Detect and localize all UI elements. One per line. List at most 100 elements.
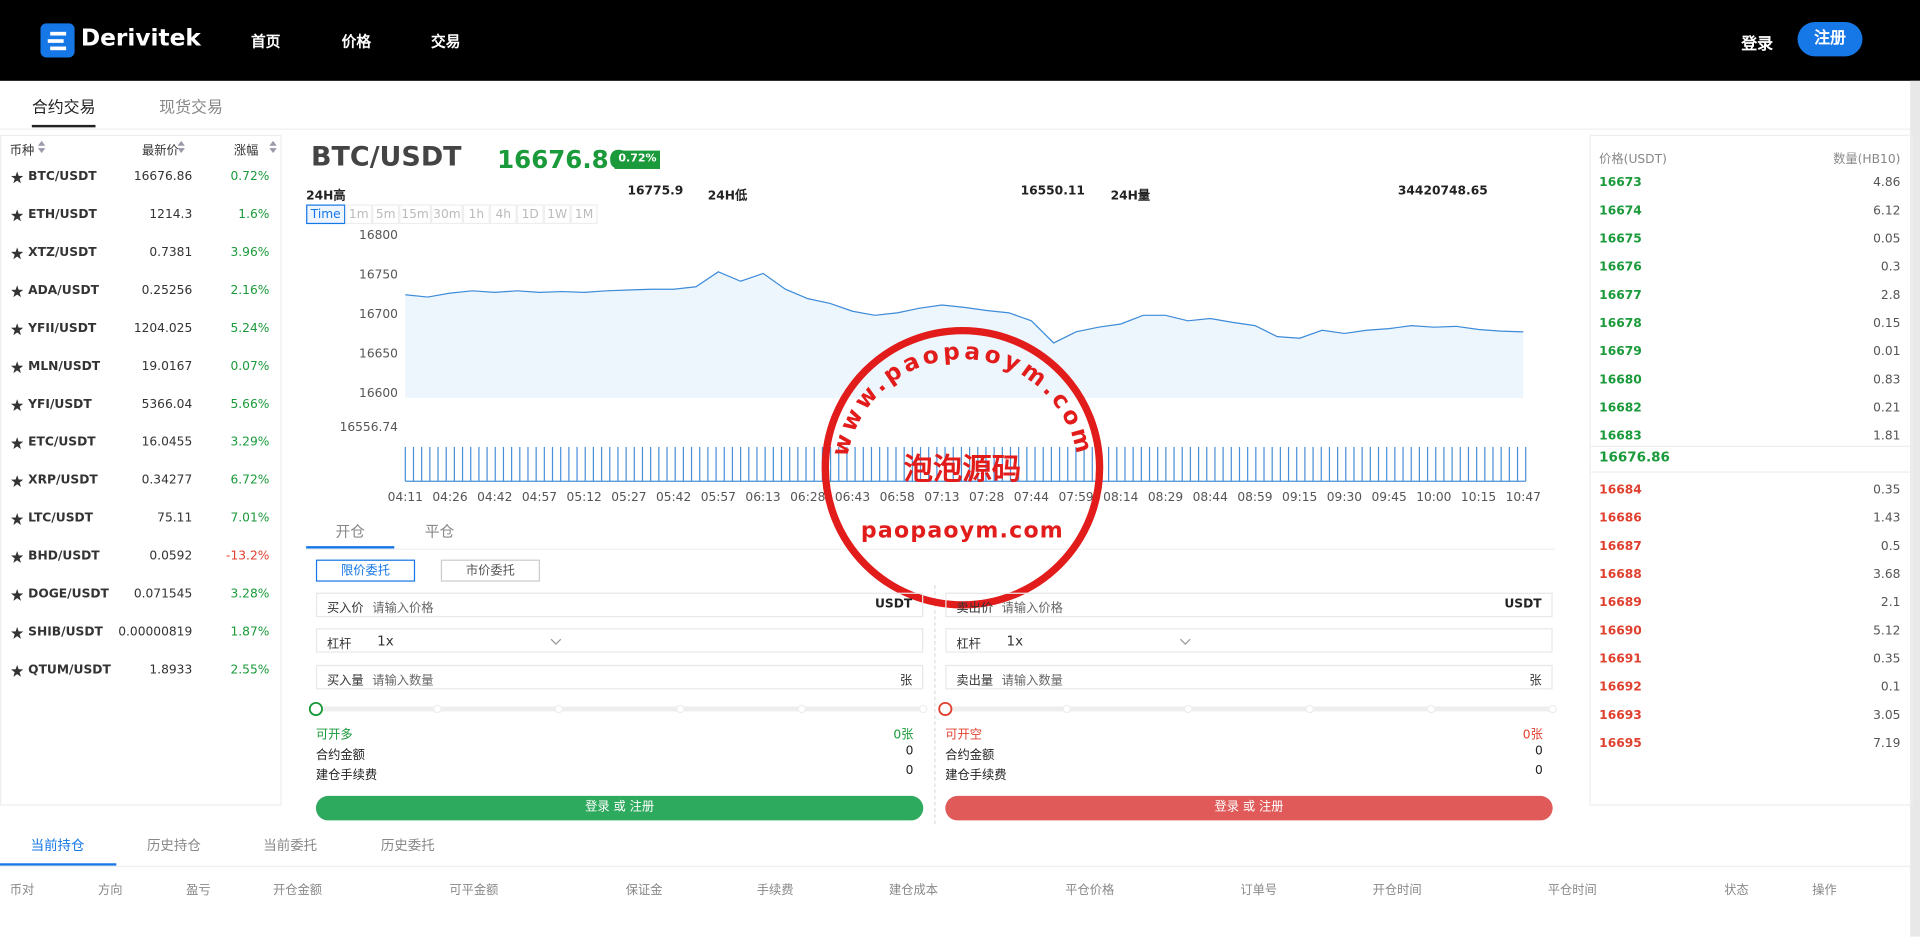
stat-value: 34420748.65 xyxy=(1397,184,1488,199)
bid-quantity: 2.8 xyxy=(1880,288,1901,303)
y-tick-label: 16700 xyxy=(359,307,398,321)
pair-name[interactable]: ADA/USDT xyxy=(28,284,100,298)
form-tab[interactable]: 平仓 xyxy=(424,522,455,541)
contract-value: 0 xyxy=(905,744,914,758)
form-tab[interactable]: 开仓 xyxy=(335,522,365,541)
star-icon xyxy=(11,285,24,298)
slider-dot xyxy=(676,704,685,714)
pair-price: 1214.3 xyxy=(149,208,193,222)
column-header[interactable]: 最新价 xyxy=(142,144,179,158)
x-tick-label: 09:15 xyxy=(1282,490,1317,504)
login-link[interactable]: 登录 xyxy=(1741,35,1774,54)
y-tick-label: 16600 xyxy=(359,386,398,400)
register-button[interactable]: 注册 xyxy=(1797,22,1863,57)
interval-button[interactable]: 5m xyxy=(372,204,400,225)
sort-icon xyxy=(269,140,277,154)
bid-price: 16680 xyxy=(1599,373,1642,387)
interval-button[interactable]: 1h xyxy=(462,204,490,225)
slider-dot xyxy=(1062,704,1072,714)
interval-button[interactable]: 30m xyxy=(431,204,463,225)
x-tick-label: 08:14 xyxy=(1103,490,1138,504)
pair-name[interactable]: BTC/USDT xyxy=(28,170,97,184)
positions-tab[interactable]: 当前持仓 xyxy=(30,837,85,854)
available-value: 0张 xyxy=(1522,728,1543,743)
available-value: 0张 xyxy=(893,728,914,743)
nav-link[interactable]: 首页 xyxy=(251,33,281,51)
ask-quantity: 7.19 xyxy=(1873,737,1901,751)
submit-button[interactable]: 登录 或 注册 xyxy=(315,795,924,821)
x-tick-label: 07:44 xyxy=(1014,490,1049,504)
slider-dot xyxy=(1183,704,1193,714)
sort-arrows xyxy=(269,140,277,154)
positions-tab[interactable]: 历史持仓 xyxy=(146,837,201,854)
pair-name[interactable]: XRP/USDT xyxy=(28,473,98,488)
interval-button[interactable]: 15m xyxy=(399,204,432,225)
ask-price: 16687 xyxy=(1599,540,1642,554)
pair-name[interactable]: SHIB/USDT xyxy=(28,625,103,640)
bid-price: 16677 xyxy=(1599,288,1642,303)
pair-name[interactable]: BHD/USDT xyxy=(28,549,100,564)
submit-button[interactable]: 登录 或 注册 xyxy=(945,795,1553,821)
input-box[interactable] xyxy=(315,628,924,653)
pair-name[interactable]: YFII/USDT xyxy=(28,322,97,336)
divider xyxy=(1589,445,1911,447)
sort-icon xyxy=(37,140,46,154)
pair-name[interactable]: XTZ/USDT xyxy=(28,246,97,260)
input-box[interactable] xyxy=(945,628,1553,653)
slider[interactable] xyxy=(938,700,1560,717)
positions-tab[interactable]: 当前委托 xyxy=(263,837,318,854)
chevron xyxy=(1179,638,1191,645)
column-header: 开仓金额 xyxy=(273,884,323,898)
main-tab[interactable]: 合约交易 xyxy=(31,99,96,118)
pair-change: 6.72% xyxy=(230,473,270,488)
ask-quantity: 0.35 xyxy=(1873,652,1901,667)
x-tick-label: 06:28 xyxy=(790,490,825,504)
input-box[interactable] xyxy=(945,664,1553,690)
interval-button[interactable]: Time xyxy=(306,204,346,225)
pair-name[interactable]: QTUM/USDT xyxy=(28,663,111,678)
nav-link[interactable]: 交易 xyxy=(431,33,461,51)
column-header[interactable]: 币种 xyxy=(9,144,35,158)
positions-tab[interactable]: 历史委托 xyxy=(380,837,435,854)
pair-title: BTC/USDT xyxy=(311,142,462,173)
main-tab[interactable]: 现货交易 xyxy=(159,99,223,118)
nav-link[interactable]: 价格 xyxy=(341,33,372,51)
price-chart: 16556.74 16600 16650 16700 16750 16800 04:11 04… xyxy=(340,228,1541,504)
interval-button[interactable]: 4h xyxy=(489,204,517,225)
pair-name[interactable]: MLN/USDT xyxy=(28,360,101,374)
order-type[interactable]: 市价委托 xyxy=(440,559,541,582)
column-header: 平仓时间 xyxy=(1547,884,1597,898)
pair-change: -13.2% xyxy=(226,549,270,564)
pair-name[interactable]: LTC/USDT xyxy=(28,511,94,526)
pair-change: 0.72% xyxy=(230,170,270,184)
interval-button[interactable]: 1W xyxy=(543,204,571,225)
pair-name[interactable]: ETH/USDT xyxy=(28,208,97,222)
interval-button[interactable]: 1m xyxy=(345,204,373,225)
input-box[interactable] xyxy=(315,592,924,618)
pair-price: 0.34277 xyxy=(141,473,193,488)
dropdown-icon xyxy=(550,638,562,645)
input-unit: USDT xyxy=(1504,597,1542,612)
ask-price: 16692 xyxy=(1599,680,1642,695)
x-tick-label: 06:43 xyxy=(835,490,870,504)
input-label: 杠杆 xyxy=(326,637,352,652)
column-header[interactable]: 涨幅 xyxy=(233,144,259,158)
bid-price: 16683 xyxy=(1599,429,1642,444)
star xyxy=(11,626,24,639)
interval-button[interactable]: 1D xyxy=(516,204,544,225)
contract-value: 0 xyxy=(1535,744,1543,758)
pair-name[interactable]: DOGE/USDT xyxy=(28,587,109,602)
slider[interactable] xyxy=(308,700,931,717)
input-unit: 张 xyxy=(1529,674,1542,689)
available-label: 可开多 xyxy=(315,728,353,743)
input-box[interactable] xyxy=(945,592,1553,618)
pair-name[interactable]: YFI/USDT xyxy=(28,397,92,412)
pair-name[interactable]: ETC/USDT xyxy=(28,435,96,450)
interval-button[interactable]: 1M xyxy=(570,204,598,225)
input-box[interactable] xyxy=(315,664,924,690)
ask-quantity: 2.1 xyxy=(1880,596,1901,610)
order-type[interactable]: 限价委托 xyxy=(315,559,416,582)
star xyxy=(11,247,24,260)
